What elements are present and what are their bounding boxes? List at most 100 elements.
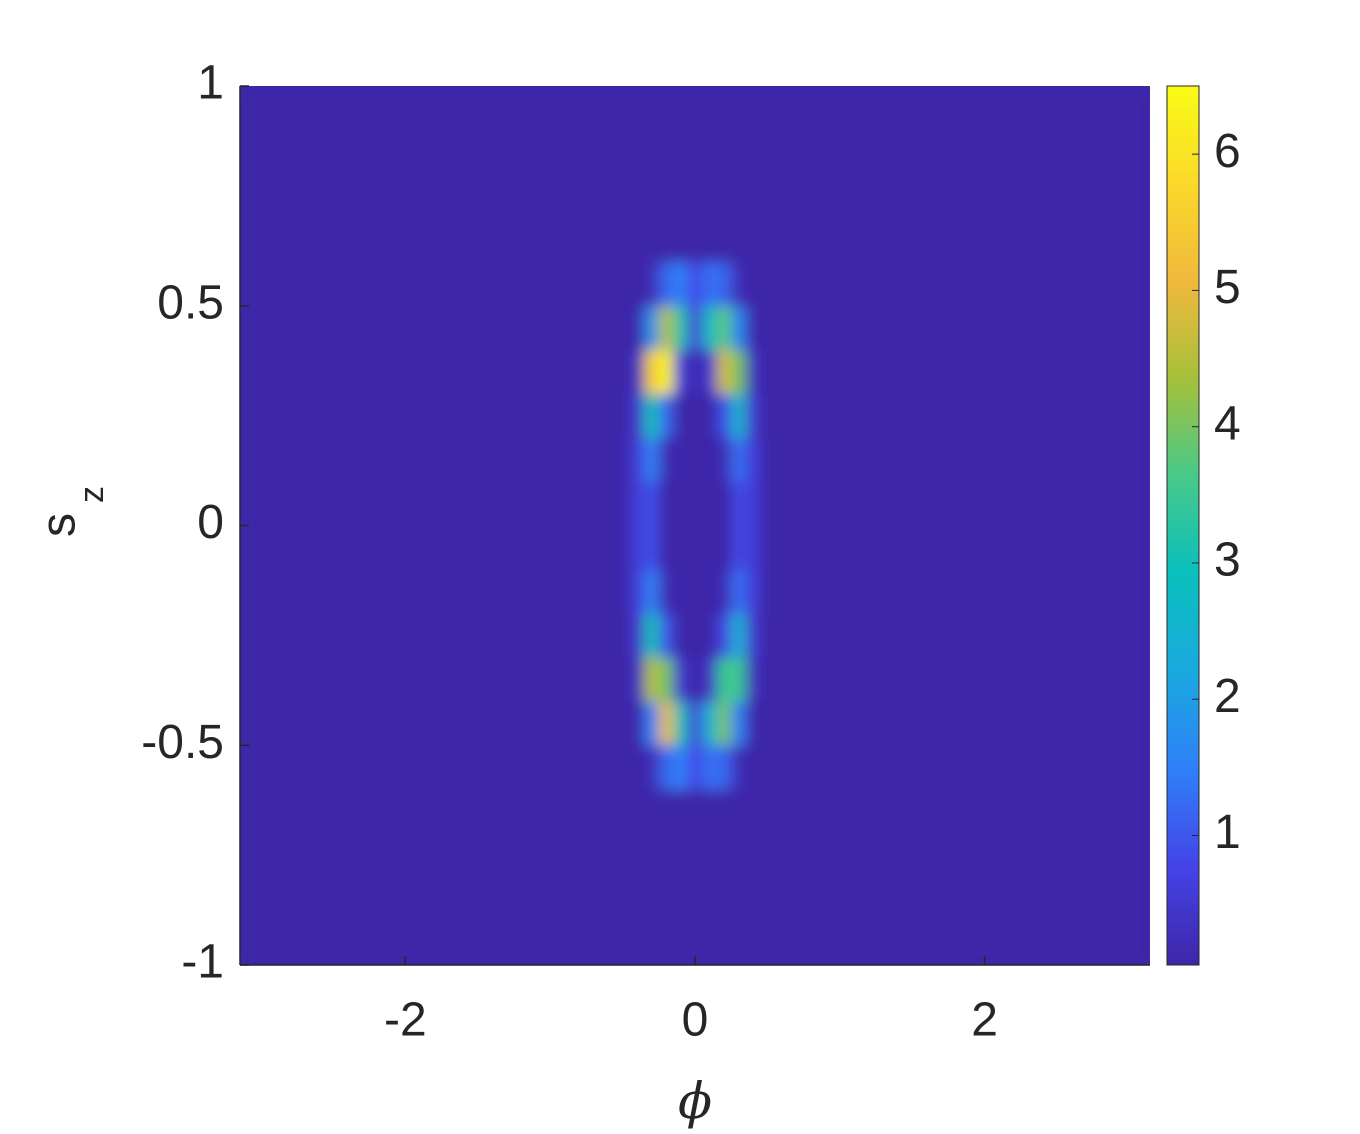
colorbar-tick-label: 4 bbox=[1214, 397, 1241, 450]
heatmap-cell bbox=[760, 437, 1150, 483]
heatmap-cell bbox=[629, 86, 645, 263]
heatmap-cell bbox=[687, 481, 703, 526]
heatmap-cell bbox=[731, 613, 747, 658]
heatmap-cell bbox=[731, 569, 747, 614]
heatmap-cell bbox=[644, 657, 660, 702]
heatmap-cell bbox=[687, 261, 703, 307]
heatmap-cell bbox=[629, 745, 645, 790]
heatmap-cell bbox=[702, 613, 718, 658]
heatmap-cell bbox=[731, 261, 747, 307]
heatmap-cell bbox=[240, 481, 631, 526]
heatmap-cell bbox=[702, 261, 718, 307]
heatmap-cell bbox=[745, 789, 761, 965]
heatmap-clip bbox=[240, 86, 1150, 965]
colorbar-tick-label: 1 bbox=[1214, 806, 1241, 859]
heatmap-cell bbox=[716, 525, 732, 570]
heatmap-cell bbox=[629, 437, 645, 483]
heatmap-cell bbox=[716, 789, 732, 965]
heatmap-cell bbox=[745, 657, 761, 702]
heatmap-cell bbox=[673, 569, 689, 614]
heatmap-cell bbox=[240, 349, 631, 395]
heatmap-cell bbox=[629, 657, 645, 702]
heatmap-cell bbox=[687, 349, 703, 395]
heatmap-cell bbox=[731, 657, 747, 702]
heatmap-cell bbox=[760, 569, 1150, 614]
heatmap-cell bbox=[702, 525, 718, 570]
heatmap-cell bbox=[644, 437, 660, 483]
heatmap-cell bbox=[745, 305, 761, 351]
heatmap-cell bbox=[240, 305, 631, 351]
heatmap-cell bbox=[629, 481, 645, 526]
heatmap-cell bbox=[629, 613, 645, 658]
heatmap-cell bbox=[240, 701, 631, 746]
heatmap-cell bbox=[658, 305, 674, 351]
heatmap-cell bbox=[629, 525, 645, 570]
heatmap-cell bbox=[687, 745, 703, 790]
heatmap-cell bbox=[644, 745, 660, 790]
heatmap-cell bbox=[658, 393, 674, 439]
heatmap-cell bbox=[745, 701, 761, 746]
heatmap-cell bbox=[240, 86, 631, 263]
heatmap-cell bbox=[760, 481, 1150, 526]
heatmap-cell bbox=[673, 261, 689, 307]
x-axis-label: ϕ bbox=[678, 1072, 712, 1130]
x-tick-label: 0 bbox=[682, 994, 709, 1047]
heatmap-cell bbox=[687, 613, 703, 658]
heatmap-cell bbox=[240, 657, 631, 702]
heatmap-cell bbox=[658, 86, 674, 263]
heatmap-cell bbox=[240, 613, 631, 658]
heatmap-cell bbox=[240, 437, 631, 483]
heatmap-cell bbox=[760, 701, 1150, 746]
heatmap-cell bbox=[644, 481, 660, 526]
heatmap-cell bbox=[702, 701, 718, 746]
heatmap-cell bbox=[644, 305, 660, 351]
heatmap-cell bbox=[731, 481, 747, 526]
heatmap-cell bbox=[673, 525, 689, 570]
heatmap-cell bbox=[629, 305, 645, 351]
heatmap bbox=[240, 86, 1150, 965]
heatmap-cell bbox=[629, 261, 645, 307]
colorbar-tick-label: 3 bbox=[1214, 534, 1241, 587]
heatmap-cell bbox=[745, 525, 761, 570]
heatmap-cell bbox=[687, 305, 703, 351]
heatmap-cell bbox=[702, 349, 718, 395]
y-tick-label: -0.5 bbox=[141, 716, 224, 769]
heatmap-cell bbox=[687, 701, 703, 746]
heatmap-cell bbox=[644, 261, 660, 307]
heatmap-cell bbox=[731, 86, 747, 263]
heatmap-cell bbox=[760, 305, 1150, 351]
colorbar-frame bbox=[1166, 85, 1200, 966]
heatmap-cell bbox=[731, 305, 747, 351]
heatmap-cell bbox=[644, 789, 660, 965]
heatmap-cell bbox=[673, 613, 689, 658]
y-tick-label: 0 bbox=[197, 496, 224, 549]
heatmap-cell bbox=[673, 437, 689, 483]
heatmap-cell bbox=[629, 393, 645, 439]
heatmap-cell bbox=[673, 745, 689, 790]
y-axis-label-sub: z bbox=[73, 486, 111, 503]
heatmap-cell bbox=[673, 657, 689, 702]
heatmap-cell bbox=[760, 789, 1150, 965]
heatmap-cell bbox=[658, 349, 674, 395]
heatmap-cell bbox=[702, 481, 718, 526]
heatmap-cell bbox=[687, 569, 703, 614]
y-tick-label: -1 bbox=[181, 936, 224, 989]
heatmap-cell bbox=[760, 745, 1150, 790]
colorbar-tick-label: 6 bbox=[1214, 125, 1241, 178]
colorbar bbox=[1167, 86, 1199, 965]
heatmap-cell bbox=[673, 349, 689, 395]
heatmap-cell bbox=[716, 305, 732, 351]
heatmap-cell bbox=[240, 261, 631, 307]
heatmap-cell bbox=[687, 393, 703, 439]
heatmap-cell bbox=[687, 525, 703, 570]
heatmap-cell bbox=[716, 261, 732, 307]
heatmap-cell bbox=[658, 525, 674, 570]
heatmap-cell bbox=[658, 789, 674, 965]
heatmap-cell bbox=[702, 86, 718, 263]
heatmap-cell bbox=[716, 745, 732, 790]
heatmap-cell bbox=[240, 525, 631, 570]
heatmap-cell bbox=[760, 613, 1150, 658]
heatmap-cell bbox=[673, 393, 689, 439]
heatmap-cell bbox=[673, 789, 689, 965]
